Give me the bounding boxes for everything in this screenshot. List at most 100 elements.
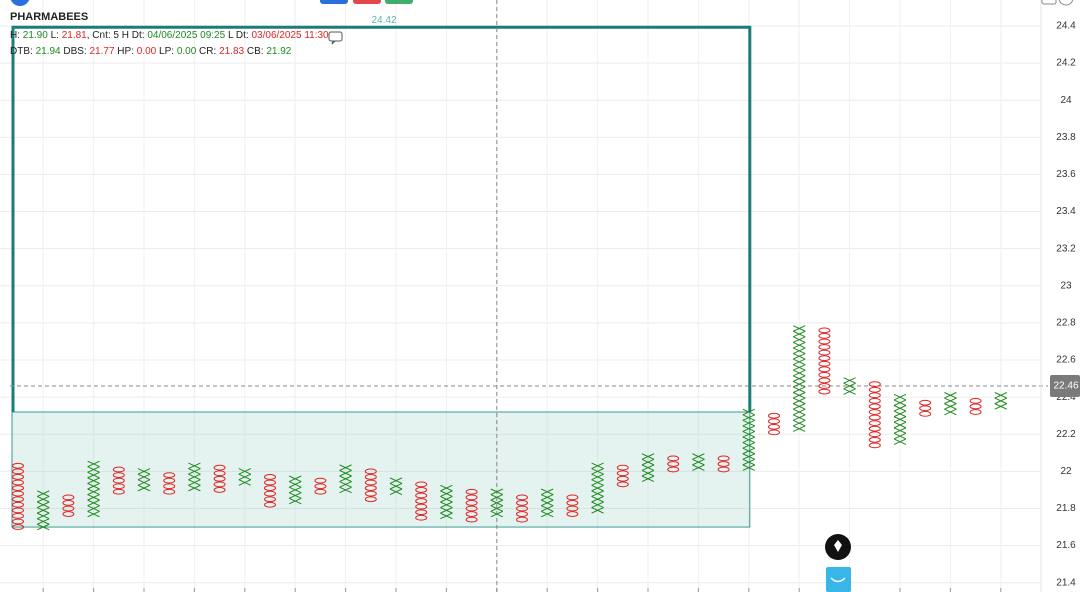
info-segment: 21.94 bbox=[36, 46, 61, 57]
o-box bbox=[818, 383, 831, 389]
x-box bbox=[641, 464, 655, 471]
x-box bbox=[792, 364, 806, 371]
info-segment: 21.83 bbox=[219, 46, 244, 57]
info-segment: L: bbox=[48, 30, 62, 41]
x-box bbox=[843, 388, 856, 395]
o-column bbox=[667, 455, 680, 473]
o-box bbox=[868, 431, 881, 438]
o-box bbox=[818, 327, 831, 334]
x-box bbox=[792, 330, 806, 338]
x-box bbox=[742, 419, 756, 427]
price-label-bg bbox=[1050, 375, 1080, 398]
o-box bbox=[868, 386, 881, 393]
info-segment: H: bbox=[10, 30, 23, 41]
toolbar-button[interactable] bbox=[385, 0, 413, 4]
x-box bbox=[692, 453, 705, 460]
x-box bbox=[440, 501, 453, 509]
x-box bbox=[36, 518, 50, 525]
x-box bbox=[641, 453, 655, 460]
x-box bbox=[36, 507, 50, 514]
x-box bbox=[792, 347, 806, 354]
o-box bbox=[818, 360, 831, 367]
x-box bbox=[742, 431, 756, 438]
x-box bbox=[137, 484, 151, 492]
x-box bbox=[87, 471, 100, 479]
toolbar-button[interactable] bbox=[320, 0, 348, 4]
x-box bbox=[540, 505, 554, 512]
x-box bbox=[440, 484, 453, 492]
o-box bbox=[768, 418, 780, 425]
o-box bbox=[314, 483, 327, 490]
x-box bbox=[742, 453, 756, 460]
y-tick-label: 24.4 bbox=[1056, 21, 1076, 32]
info-segment: 21.81 bbox=[62, 30, 87, 41]
x-box bbox=[994, 397, 1008, 405]
o-box bbox=[818, 344, 831, 350]
pen-tool[interactable] bbox=[825, 534, 851, 560]
o-column bbox=[566, 494, 579, 517]
x-column bbox=[188, 462, 201, 492]
info-segment: 21.92 bbox=[266, 46, 291, 57]
info-segment: HP: bbox=[115, 46, 137, 57]
o-column bbox=[264, 474, 276, 508]
info-segment: 0.00 bbox=[137, 46, 157, 57]
o-box bbox=[62, 494, 75, 501]
x-box bbox=[893, 393, 907, 401]
plot bbox=[10, 0, 1048, 592]
toolbar-icon[interactable] bbox=[10, 0, 30, 6]
toolbar-button[interactable] bbox=[353, 0, 381, 4]
o-box bbox=[717, 466, 730, 473]
x-box bbox=[792, 341, 806, 349]
x-box bbox=[389, 477, 403, 484]
x-box bbox=[288, 497, 302, 505]
o-box bbox=[415, 503, 428, 510]
feedback-button[interactable] bbox=[826, 567, 851, 592]
o-box bbox=[62, 511, 75, 517]
o-box bbox=[415, 487, 428, 493]
x-box bbox=[188, 484, 201, 492]
x-box bbox=[792, 375, 806, 382]
comment-icon[interactable] bbox=[328, 31, 343, 45]
o-box bbox=[868, 436, 881, 443]
x-box bbox=[893, 405, 907, 412]
o-box bbox=[465, 488, 478, 495]
x-column bbox=[36, 490, 50, 531]
o-column bbox=[768, 412, 780, 436]
o-box bbox=[616, 475, 629, 482]
o-box bbox=[12, 513, 24, 519]
x-box bbox=[641, 458, 655, 466]
o-box bbox=[264, 501, 276, 508]
x-column bbox=[893, 393, 907, 445]
x-column bbox=[87, 460, 100, 518]
range-box bbox=[11, 411, 751, 528]
x-box bbox=[792, 425, 806, 432]
x-box bbox=[591, 473, 604, 481]
o-box bbox=[264, 496, 276, 503]
x-box bbox=[238, 479, 252, 486]
o-box bbox=[868, 392, 881, 399]
o-box bbox=[465, 505, 478, 512]
o-box bbox=[969, 403, 982, 410]
toolbar-icon[interactable] bbox=[1058, 0, 1074, 6]
toolbar-icon[interactable] bbox=[1041, 0, 1057, 5]
o-box bbox=[969, 397, 982, 404]
x-box bbox=[87, 482, 100, 490]
o-box bbox=[213, 470, 226, 477]
x-box bbox=[540, 499, 554, 507]
x-box bbox=[944, 392, 957, 399]
o-column bbox=[616, 464, 629, 488]
o-box bbox=[213, 487, 226, 493]
y-tick-label: 23.8 bbox=[1056, 132, 1076, 143]
x-box bbox=[339, 464, 352, 471]
x-box bbox=[591, 495, 604, 503]
o-box bbox=[264, 485, 276, 491]
o-box bbox=[717, 461, 730, 467]
x-box bbox=[692, 458, 705, 466]
o-box bbox=[12, 496, 24, 503]
o-box bbox=[516, 516, 528, 523]
x-box bbox=[137, 479, 151, 486]
x-box bbox=[188, 468, 201, 475]
x-box bbox=[893, 427, 907, 434]
o-column bbox=[364, 468, 377, 503]
o-box bbox=[616, 481, 629, 488]
